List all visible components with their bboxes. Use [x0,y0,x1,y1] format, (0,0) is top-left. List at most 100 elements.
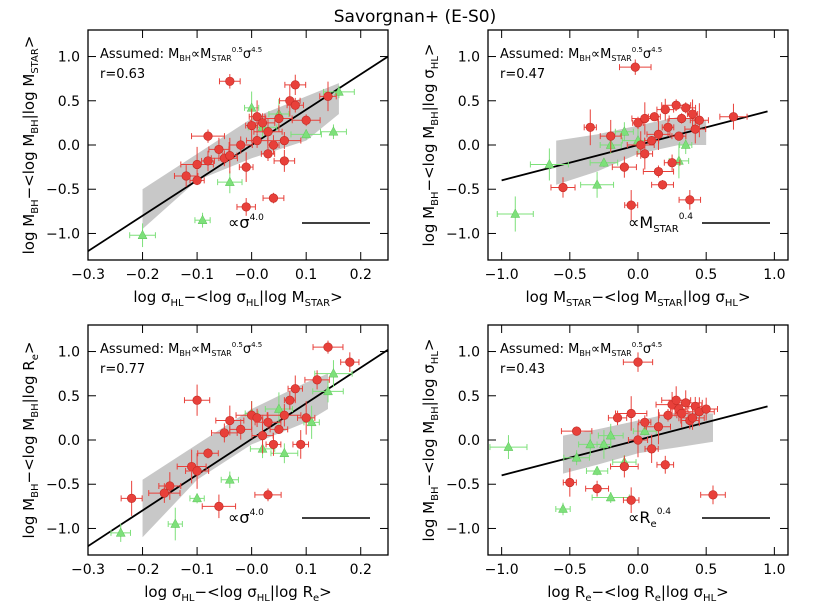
assumed-text: Assumed: M [100,47,179,62]
red-point [290,100,300,110]
red-point [708,490,718,500]
assumed-sub: BH [579,349,591,358]
green-point [273,403,284,413]
ylabel-end: |log σ [420,69,438,112]
x-tick-label: 1.0 [763,267,785,283]
x-tick-label: 0.0 [627,267,649,283]
red-point [192,466,202,476]
x-tick-label: 0.2 [350,267,372,283]
assumed-exp: 0.5 [632,46,643,54]
y-tick-label: 0.5 [58,389,80,405]
slope-exp: 0.4 [657,507,672,517]
assumed-sub: STAR [611,54,632,63]
red-point [687,413,698,423]
x-tick-label: −0.1 [180,267,214,283]
x-tick-label: −0.5 [553,267,587,283]
red-point [263,149,273,159]
red-point [257,118,268,128]
fit-line [88,349,388,547]
xlabel-sub: STAR [566,298,592,309]
fit-line [501,110,768,182]
red-point [694,115,704,125]
xlabel-mid: −<log σ [184,288,247,306]
plot-area [88,55,388,252]
assumed-annotation: Assumed: MBH∝MSTAR0.5σ4.5 [500,341,662,358]
red-point [647,444,657,454]
assumed-prop: ∝M [591,47,612,62]
red-point [279,156,289,166]
ylabel-sub: BH [430,192,441,206]
r-value-label: r=0.77 [100,362,145,377]
x-tick-label: −1.0 [485,562,519,578]
y-tick-label: −1.0 [46,521,80,537]
green-point [279,447,290,458]
y-tick-label: −0.5 [446,182,480,198]
red-point [640,417,650,427]
x-tick-label: −0.0 [235,267,269,283]
green-point [619,126,630,136]
ylabel-sub: STAR [30,48,41,74]
red-point [619,162,629,172]
green-point [598,438,609,449]
assumed-exp: 0.5 [232,341,243,349]
figure-title: Savorgnan+ (E-S0) [334,7,497,27]
y-axis-label: log MBH−<log MBH|log Re> [20,342,41,539]
green-point [328,368,339,378]
assumed-sub: STAR [211,54,232,63]
red-point [660,460,670,470]
red-point [241,202,251,212]
assumed-text: Assumed: M [500,342,579,357]
red-point [681,103,691,113]
red-point [247,120,257,131]
green-point [592,179,603,189]
xlabel-close: > [330,288,343,306]
red-point [192,395,202,405]
red-point [674,131,684,141]
xlabel-sub: STAR [305,298,331,309]
ylabel-main: log M [420,501,438,542]
red-point [626,408,636,419]
red-point [127,493,137,503]
red-point [690,124,700,134]
red-point [203,156,213,166]
red-point [630,62,640,72]
green-point [224,474,235,484]
red-point [236,424,246,434]
green-point [592,465,603,475]
scatter-band [556,116,707,185]
red-point [728,112,739,122]
xlabel-end: |log σ [683,288,726,306]
x-tick-label: −0.1 [180,562,214,578]
y-tick-label: −0.5 [446,477,480,493]
red-point [345,357,355,367]
assumed-sub: STAR [611,349,632,358]
slope-text: ∝σ [228,213,250,232]
red-point [612,413,623,423]
green-point [510,208,521,218]
red-point [565,477,575,488]
red-point [296,439,306,450]
xlabel-close: > [738,288,751,306]
xlabel-main: log M [525,288,566,306]
xlabel-sub: HL [725,298,739,309]
red-point [685,195,695,205]
red-point [663,122,673,132]
red-point [636,140,646,150]
slope-sub: e [651,519,657,530]
red-point [279,135,289,146]
red-point [203,131,213,141]
ylabel-mid: −<log M [420,126,438,192]
red-point [592,484,602,494]
x-axis-label: log σHL−<log σHL|log Re> [144,583,331,604]
xlabel-sub: HL [703,593,717,604]
x-tick-label: −1.0 [485,267,519,283]
assumed-prop: ∝M [191,47,212,62]
xlabel-sub: STAR [657,298,683,309]
y-tick-label: 0.0 [458,138,480,154]
r-value-label: r=0.63 [100,67,145,82]
ylabel-sub: BH [30,484,41,498]
ylabel-end: |log σ [420,364,438,407]
ylabel-sub: BH [430,406,441,420]
r-value-label: r=0.43 [500,362,545,377]
assumed-sigma: σ [643,342,651,357]
